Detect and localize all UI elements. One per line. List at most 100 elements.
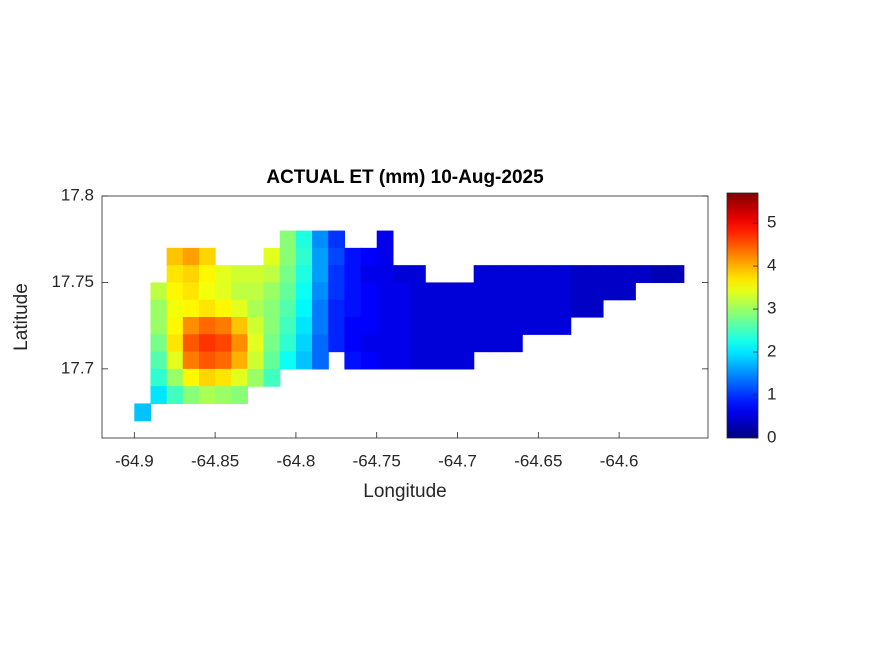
heat-cell [215, 351, 232, 370]
heat-cell [198, 299, 216, 318]
heat-cell [376, 230, 394, 249]
heat-cell [182, 334, 200, 353]
heat-cell [376, 265, 394, 284]
heat-cell [409, 282, 426, 301]
heat-cell [263, 282, 281, 301]
heat-cell [586, 265, 604, 284]
heat-cell [166, 351, 184, 370]
colorbar-tick-label: 4 [767, 256, 776, 275]
heat-cell [554, 299, 572, 318]
colorbar [726, 192, 759, 439]
chart-title: ACTUAL ET (mm) 10-Aug-2025 [266, 167, 544, 188]
heat-cell [263, 368, 281, 387]
heat-cell [279, 265, 297, 284]
heat-cell [150, 317, 168, 335]
heat-cell [295, 247, 313, 266]
heat-cell [279, 282, 297, 301]
heat-cell [489, 282, 507, 301]
heat-cell [312, 299, 329, 318]
heat-cell [166, 368, 184, 387]
heat-cell [150, 334, 168, 353]
heat-cell [247, 265, 265, 284]
heat-cell [360, 282, 378, 301]
x-tick-label: -64.65 [514, 451, 562, 470]
heat-cell [182, 247, 200, 266]
heat-cell [295, 351, 313, 370]
heat-cell [198, 334, 216, 353]
heat-cell [376, 282, 394, 301]
heat-cell [312, 230, 329, 249]
heat-cell [489, 265, 507, 284]
heat-cell [166, 265, 184, 284]
x-tick-label: -64.9 [115, 451, 154, 470]
heat-cell [409, 334, 426, 353]
heat-cell [263, 351, 281, 370]
heat-cell [312, 282, 329, 301]
heat-cell [198, 386, 216, 405]
heat-cell [247, 299, 265, 318]
heat-cell [215, 265, 232, 284]
heat-cell [506, 317, 523, 335]
heat-cell [441, 334, 459, 353]
x-tick-label: -64.7 [438, 451, 477, 470]
heat-cell [263, 317, 281, 335]
heat-cell [344, 351, 362, 370]
heat-cell [166, 386, 184, 405]
heat-cell [215, 368, 232, 387]
heat-cell [328, 334, 345, 353]
heat-cell [586, 299, 604, 318]
heat-cell [198, 317, 216, 335]
heat-cell [328, 247, 345, 266]
heat-cell [409, 299, 426, 318]
heat-cell [263, 299, 281, 318]
heat-cell [473, 334, 491, 353]
heat-cell [602, 282, 620, 301]
heat-cell [231, 351, 249, 370]
heat-cell [182, 265, 200, 284]
heat-cell [554, 282, 572, 301]
heat-cell [215, 317, 232, 335]
heat-cell [198, 247, 216, 266]
x-tick-label: -64.8 [277, 451, 316, 470]
heat-cell [392, 317, 410, 335]
heat-cell [522, 282, 539, 301]
heat-cell [570, 282, 588, 301]
heat-cell [376, 317, 394, 335]
heat-cell [247, 351, 265, 370]
y-tick-label: 17.8 [61, 185, 94, 204]
heat-cell [150, 299, 168, 318]
heat-cell [182, 299, 200, 318]
heat-cell [150, 368, 168, 387]
heat-cell [198, 351, 216, 370]
heat-cell [295, 317, 313, 335]
heat-cell [376, 351, 394, 370]
heat-cell [198, 368, 216, 387]
heat-cell [360, 317, 378, 335]
heat-cell [360, 334, 378, 353]
heat-cell [457, 299, 475, 318]
heat-cell [441, 317, 459, 335]
heat-cell [231, 368, 249, 387]
heat-cell [489, 317, 507, 335]
heat-cell [328, 282, 345, 301]
heat-cell [312, 265, 329, 284]
heat-cell [279, 247, 297, 266]
heat-cell [295, 265, 313, 284]
heat-cell [506, 282, 523, 301]
colorbar-tick-label: 1 [767, 385, 776, 404]
heat-cell [489, 334, 507, 353]
heat-cell [328, 299, 345, 318]
heat-cell [231, 386, 249, 405]
y-tick-label: 17.75 [51, 272, 94, 291]
heat-cell [473, 317, 491, 335]
heat-cell [231, 265, 249, 284]
heat-cell [457, 351, 475, 370]
x-tick-label: -64.85 [191, 451, 239, 470]
heat-cell [198, 265, 216, 284]
heat-cell [247, 317, 265, 335]
heat-cell [506, 334, 523, 353]
heat-cell [215, 334, 232, 353]
heat-cell [263, 247, 281, 266]
heat-cell [554, 317, 572, 335]
